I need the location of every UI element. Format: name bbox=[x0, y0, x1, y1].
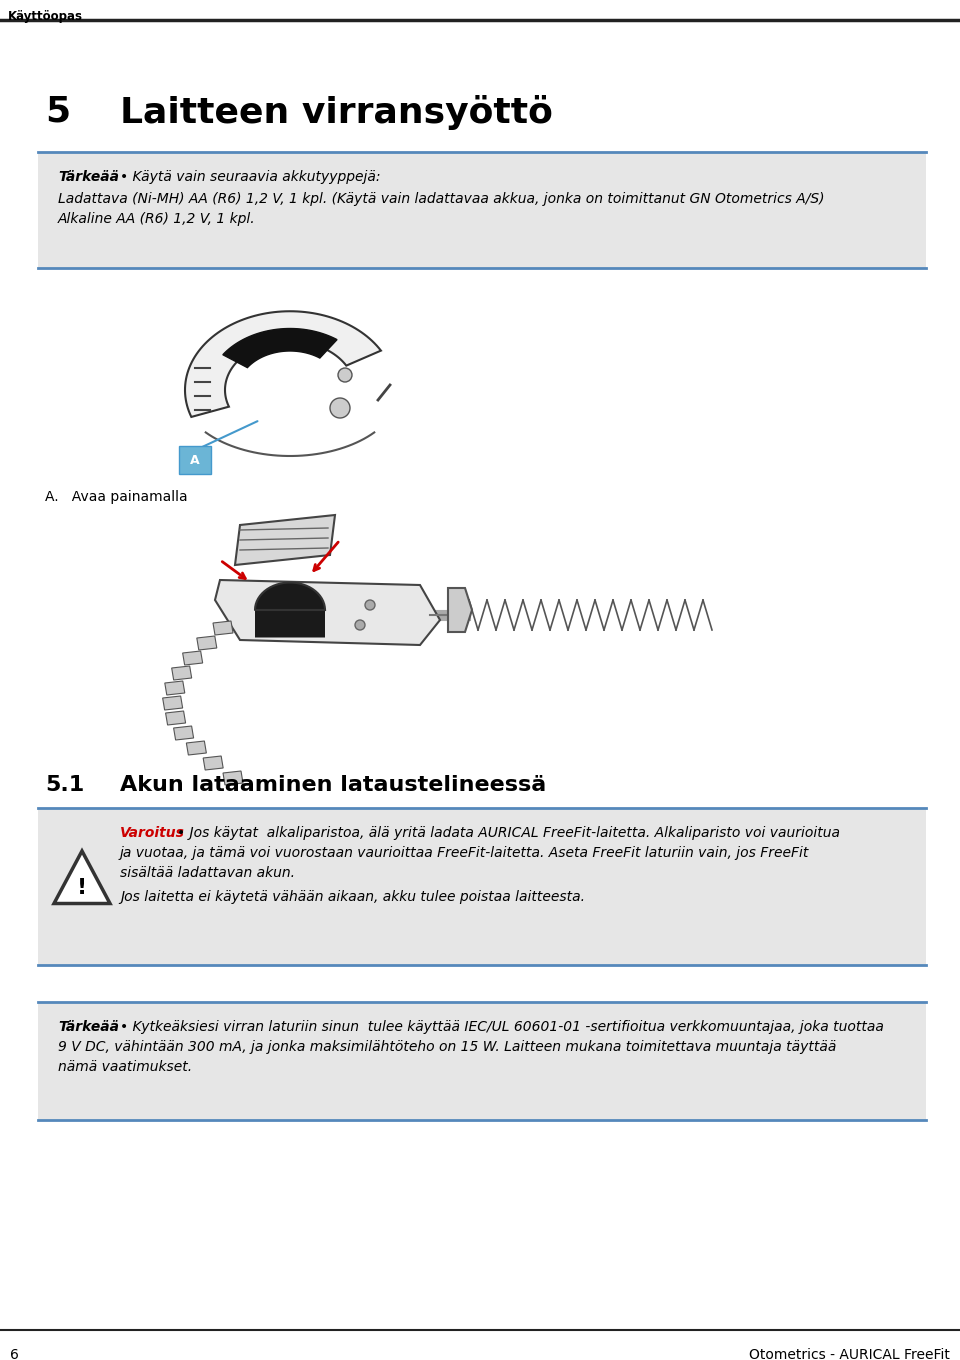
Polygon shape bbox=[448, 588, 472, 632]
Text: 9 V DC, vähintään 300 mA, ja jonka maksimilähtöteho on 15 W. Laitteen mukana toi: 9 V DC, vähintään 300 mA, ja jonka maksi… bbox=[58, 1040, 836, 1054]
Circle shape bbox=[338, 369, 352, 382]
Text: 5: 5 bbox=[45, 95, 70, 129]
Text: 5.1: 5.1 bbox=[45, 775, 84, 796]
FancyBboxPatch shape bbox=[38, 152, 926, 268]
Polygon shape bbox=[223, 771, 243, 785]
Polygon shape bbox=[165, 711, 185, 725]
Polygon shape bbox=[213, 622, 233, 635]
Text: Tärkeää: Tärkeää bbox=[58, 170, 119, 184]
Polygon shape bbox=[223, 329, 337, 367]
Polygon shape bbox=[215, 579, 440, 645]
Text: • Jos käytat  alkaliparistoa, älä yritä ladata AURICAL FreeFit-laitetta. Alkalip: • Jos käytat alkaliparistoa, älä yritä l… bbox=[177, 826, 840, 840]
Text: !: ! bbox=[77, 879, 87, 898]
Polygon shape bbox=[172, 666, 192, 680]
Polygon shape bbox=[185, 311, 381, 418]
Polygon shape bbox=[174, 726, 194, 740]
Circle shape bbox=[365, 600, 375, 611]
Text: nämä vaatimukset.: nämä vaatimukset. bbox=[58, 1059, 192, 1074]
Text: Akun lataaminen lataustelineessä: Akun lataaminen lataustelineessä bbox=[120, 775, 546, 796]
Text: Varoitus: Varoitus bbox=[120, 826, 185, 840]
FancyBboxPatch shape bbox=[38, 808, 926, 966]
Text: sisältää ladattavan akun.: sisältää ladattavan akun. bbox=[120, 866, 295, 880]
Text: Käyttöopas: Käyttöopas bbox=[8, 10, 83, 23]
Text: Tärkeää: Tärkeää bbox=[58, 1020, 119, 1034]
Polygon shape bbox=[235, 515, 335, 564]
Text: • Kytkeäksiesi virran laturiin sinun  tulee käyttää IEC/UL 60601-01 -sertifioitu: • Kytkeäksiesi virran laturiin sinun tul… bbox=[120, 1020, 884, 1034]
Polygon shape bbox=[186, 741, 206, 755]
Text: ja vuotaa, ja tämä voi vuorostaan vaurioittaa FreeFit-laitetta. Aseta FreeFit la: ja vuotaa, ja tämä voi vuorostaan vaurio… bbox=[120, 846, 809, 860]
Text: A.   Avaa painamalla: A. Avaa painamalla bbox=[45, 490, 187, 505]
Polygon shape bbox=[197, 636, 217, 650]
Circle shape bbox=[355, 620, 365, 630]
FancyBboxPatch shape bbox=[179, 446, 211, 475]
Text: Otometrics - AURICAL FreeFit: Otometrics - AURICAL FreeFit bbox=[749, 1348, 950, 1360]
Polygon shape bbox=[54, 851, 110, 903]
Text: A: A bbox=[190, 453, 200, 466]
Text: Jos laitetta ei käytetä vähään aikaan, akku tulee poistaa laitteesta.: Jos laitetta ei käytetä vähään aikaan, a… bbox=[120, 889, 585, 904]
Text: Laitteen virransyöttö: Laitteen virransyöttö bbox=[120, 95, 553, 131]
Polygon shape bbox=[204, 756, 223, 770]
Circle shape bbox=[330, 398, 350, 418]
Polygon shape bbox=[162, 696, 182, 710]
Text: • Käytä vain seuraavia akkutyyppejä:: • Käytä vain seuraavia akkutyyppejä: bbox=[120, 170, 380, 184]
Polygon shape bbox=[165, 681, 184, 695]
Text: 6: 6 bbox=[10, 1348, 19, 1360]
FancyBboxPatch shape bbox=[38, 1002, 926, 1121]
Polygon shape bbox=[182, 651, 203, 665]
Text: Ladattava (Ni-MH) AA (R6) 1,2 V, 1 kpl. (Käytä vain ladattavaa akkua, jonka on t: Ladattava (Ni-MH) AA (R6) 1,2 V, 1 kpl. … bbox=[58, 192, 825, 205]
Text: Alkaline AA (R6) 1,2 V, 1 kpl.: Alkaline AA (R6) 1,2 V, 1 kpl. bbox=[58, 212, 255, 226]
